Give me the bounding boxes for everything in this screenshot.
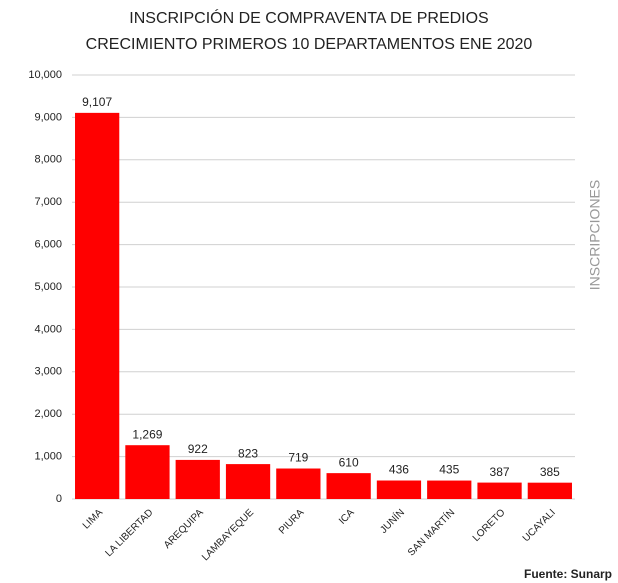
bar bbox=[376, 480, 422, 499]
x-tick-label: LAMBAYEQUE bbox=[200, 507, 256, 563]
bar bbox=[125, 445, 170, 499]
value-label: 610 bbox=[339, 455, 359, 469]
bar bbox=[427, 480, 472, 499]
y-tick-label: 2,000 bbox=[34, 408, 62, 420]
value-label: 385 bbox=[540, 465, 560, 479]
y-tick-label: 7,000 bbox=[34, 196, 62, 208]
x-tick-label: LORETO bbox=[471, 507, 508, 544]
y-tick-label: 6,000 bbox=[34, 239, 62, 251]
x-tick-label: UCAYALI bbox=[521, 507, 558, 544]
value-label: 9,107 bbox=[82, 95, 112, 109]
x-tick-label: PIURA bbox=[277, 507, 307, 537]
value-label: 436 bbox=[389, 463, 409, 477]
x-tick-label: LA LIBERTAD bbox=[104, 507, 156, 559]
source: Fuente: Sunarp bbox=[524, 567, 612, 581]
bar bbox=[477, 482, 522, 499]
chart-title: INSCRIPCIÓN DE COMPRAVENTA DE PREDIOS bbox=[129, 8, 488, 27]
y-tick-label: 1,000 bbox=[34, 451, 62, 463]
y-tick-label: 3,000 bbox=[34, 366, 62, 378]
value-label: 922 bbox=[188, 442, 208, 456]
value-label: 719 bbox=[288, 451, 308, 465]
x-tick-label: AREQUIPA bbox=[162, 507, 206, 551]
x-tick-label: SAN MARTÍN bbox=[405, 506, 458, 559]
value-label: 435 bbox=[439, 463, 459, 477]
y-tick-label: 5,000 bbox=[34, 281, 62, 293]
value-label: 387 bbox=[490, 465, 510, 479]
value-label: 823 bbox=[238, 446, 258, 460]
y-tick-label: 0 bbox=[56, 493, 62, 505]
x-tick-label: LIMA bbox=[81, 507, 106, 532]
x-tick-label: ICA bbox=[337, 507, 357, 527]
bar bbox=[225, 464, 271, 499]
bar bbox=[527, 482, 572, 499]
bar bbox=[276, 468, 321, 499]
bar bbox=[75, 112, 120, 500]
y-tick-label: 8,000 bbox=[34, 154, 62, 166]
x-tick-label: JUNÍN bbox=[377, 506, 407, 536]
chart-title: CRECIMIENTO PRIMEROS 10 DEPARTAMENTOS EN… bbox=[86, 36, 533, 53]
value-label: 1,269 bbox=[132, 427, 162, 441]
bar bbox=[326, 473, 371, 499]
bar bbox=[175, 459, 220, 499]
y-axis-label: INSCRIPCIONES bbox=[587, 180, 603, 290]
y-tick-label: 9,000 bbox=[34, 111, 62, 123]
y-tick-label: 10,000 bbox=[28, 69, 62, 81]
y-tick-label: 4,000 bbox=[34, 323, 62, 335]
